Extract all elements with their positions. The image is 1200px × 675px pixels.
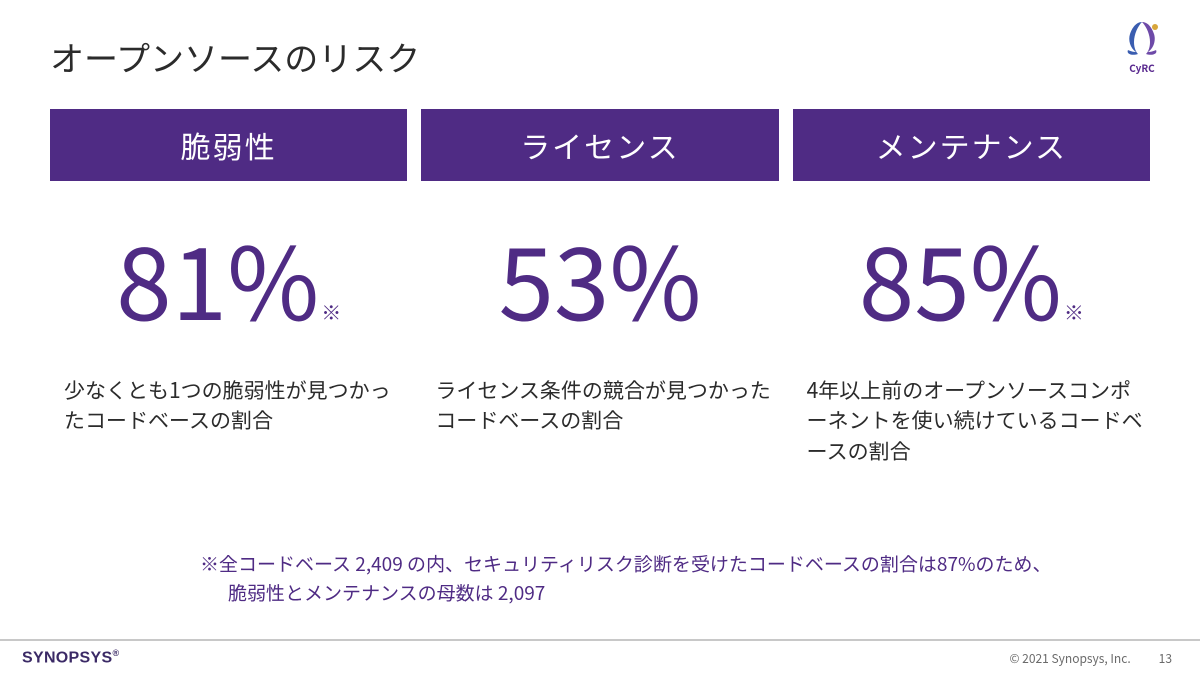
footer-meta: © 2021 Synopsys, Inc. 13 (1009, 650, 1172, 667)
slide-title: オープンソースのリスク (50, 32, 1150, 81)
footer-brand-text: SYNOPSYS (22, 650, 112, 667)
brand-logo-label: CyRC (1114, 60, 1170, 75)
column-header: 脆弱性 (50, 109, 407, 181)
stat-value-wrap: 85%※ (793, 227, 1150, 357)
slide-footer: SYNOPSYS® © 2021 Synopsys, Inc. 13 (0, 639, 1200, 675)
footnote-line: 脆弱性とメンテナンスの母数は 2,097 (200, 579, 1120, 608)
slide-root: CyRC オープンソースのリスク 脆弱性 81%※ 少なくとも1つの脆弱性が見つ… (0, 0, 1200, 675)
column-header: ライセンス (421, 109, 778, 181)
stat-description: 少なくとも1つの脆弱性が見つかったコードベースの割合 (50, 375, 407, 436)
footnote-line: ※全コードベース 2,409 の内、セキュリティリスク診断を受けたコードベースの… (200, 550, 1120, 579)
stat-value: 85% (859, 227, 1062, 327)
stat-columns: 脆弱性 81%※ 少なくとも1つの脆弱性が見つかったコードベースの割合 ライセン… (50, 109, 1150, 466)
registered-mark: ® (112, 648, 119, 658)
stat-value: 81% (116, 227, 319, 327)
footnote: ※全コードベース 2,409 の内、セキュリティリスク診断を受けたコードベースの… (200, 550, 1120, 607)
cyrc-mark-icon (1122, 18, 1162, 58)
stat-description: 4年以上前のオープンソースコンポーネントを使い続けているコードベースの割合 (793, 375, 1150, 466)
stat-description: ライセンス条件の競合が見つかったコードベースの割合 (421, 375, 778, 436)
stat-value: 53% (498, 227, 701, 327)
stat-column: ライセンス 53% ライセンス条件の競合が見つかったコードベースの割合 (421, 109, 778, 466)
note-mark: ※ (1064, 297, 1084, 326)
footer-brand: SYNOPSYS® (22, 648, 119, 667)
note-mark: ※ (321, 297, 341, 326)
copyright-text: © 2021 Synopsys, Inc. (1009, 650, 1130, 667)
stat-value-wrap: 81%※ (50, 227, 407, 357)
stat-column: メンテナンス 85%※ 4年以上前のオープンソースコンポーネントを使い続けている… (793, 109, 1150, 466)
stat-value-wrap: 53% (421, 227, 778, 357)
page-number: 13 (1159, 650, 1172, 667)
stat-column: 脆弱性 81%※ 少なくとも1つの脆弱性が見つかったコードベースの割合 (50, 109, 407, 466)
brand-logo-topright: CyRC (1114, 18, 1170, 75)
column-header: メンテナンス (793, 109, 1150, 181)
